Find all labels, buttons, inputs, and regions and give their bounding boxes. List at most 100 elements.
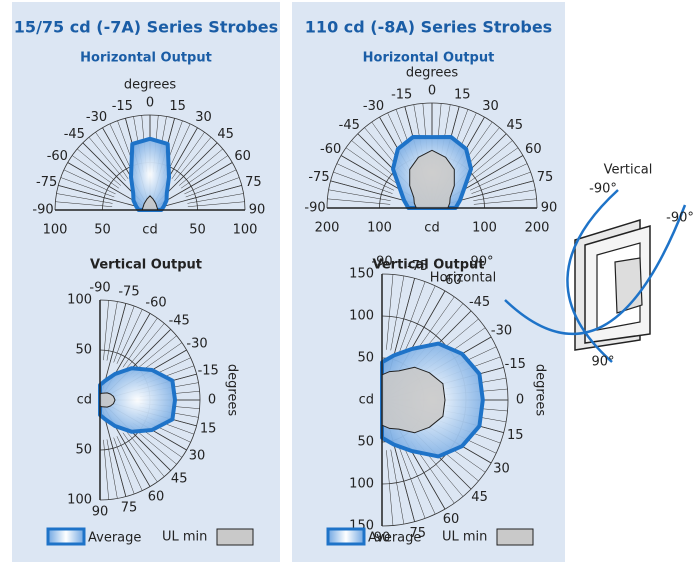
fine-spoke xyxy=(403,445,436,515)
angle-label: 90 xyxy=(92,505,109,520)
radial-label: 150 xyxy=(349,267,374,282)
angle-label: -30 xyxy=(491,324,512,339)
angle-label: 60 xyxy=(148,489,165,504)
angle-label: -60 xyxy=(320,142,341,157)
fine-spoke xyxy=(386,450,394,526)
legend-ul-min-swatch xyxy=(496,528,534,546)
unit-label: cd xyxy=(142,223,157,238)
panel-background xyxy=(292,2,565,562)
ul-min-shape xyxy=(409,149,455,209)
radial-label: 50 xyxy=(189,223,206,238)
angle-label: -45 xyxy=(169,313,190,328)
vertical-bottom-label: 90° xyxy=(591,355,614,370)
legend-average-swatch xyxy=(46,527,86,546)
angle-label: 60 xyxy=(234,149,251,164)
angle-label: 90 xyxy=(541,201,558,216)
panel-title: 15/75 cd (-7A) Series Strobes xyxy=(14,18,278,37)
ul-min-shape xyxy=(141,195,159,211)
unit-label: cd xyxy=(359,393,374,408)
angle-label: 45 xyxy=(171,472,188,487)
angle-label: 90 xyxy=(374,531,391,546)
radial-label: 200 xyxy=(525,221,550,236)
average-shape xyxy=(129,136,171,212)
horizontal-arc xyxy=(504,204,687,336)
angle-label: 60 xyxy=(443,512,460,527)
horizontal-left-label: 90° xyxy=(470,255,493,270)
angle-label: -30 xyxy=(186,337,207,352)
section-title: Vertical Output xyxy=(90,258,202,273)
legend-average-label: Average xyxy=(88,531,141,546)
angle-label: -15 xyxy=(505,357,526,372)
angle-label: -75 xyxy=(118,284,139,299)
angle-label: 30 xyxy=(189,449,206,464)
average-shape xyxy=(98,366,177,434)
axis-label: degrees xyxy=(406,66,459,81)
horizontal-right-label: -90° xyxy=(666,211,694,226)
angle-label: -90 xyxy=(371,255,392,270)
vertical-plot: -90 -75-60-45-30-150153045607590505010010… xyxy=(67,281,239,520)
unit-label: cd xyxy=(77,393,92,408)
legend-ul-min-label: UL min xyxy=(162,530,207,545)
radial-label: 100 xyxy=(67,493,92,508)
vertical-label: Vertical xyxy=(604,163,653,178)
angle-label: -90 xyxy=(32,203,53,218)
angle-label: 0 xyxy=(428,84,436,99)
unit-label: cd xyxy=(424,221,439,236)
angle-label: -60 xyxy=(440,273,461,288)
legend-average-label: Average xyxy=(368,531,421,546)
angle-label: 0 xyxy=(208,393,216,408)
angle-label: 0 xyxy=(516,393,524,408)
angle-label: 30 xyxy=(195,110,212,125)
angle-label: -75 xyxy=(36,175,57,190)
angle-label: 45 xyxy=(471,490,488,505)
fine-spoke xyxy=(390,275,405,351)
angle-label: 45 xyxy=(217,127,234,142)
angle-label: -60 xyxy=(47,149,68,164)
fine-spoke xyxy=(390,449,405,525)
angle-label: -45 xyxy=(64,127,85,142)
angle-label: -45 xyxy=(469,295,490,310)
angle-label: 15 xyxy=(454,87,471,102)
legend-ul-min-swatch xyxy=(216,528,254,546)
radial-label: 100 xyxy=(43,223,68,238)
fine-spoke xyxy=(399,447,426,519)
angle-label: 60 xyxy=(525,142,542,157)
panels: 15/75 cd (-7A) Series Strobes Horizontal … xyxy=(12,2,565,562)
angle-label: -30 xyxy=(363,99,384,114)
legend-ul-min-label: UL min xyxy=(442,530,487,545)
axis-label: degrees xyxy=(533,364,548,417)
angle-label: 30 xyxy=(493,462,510,477)
fine-spoke xyxy=(403,285,436,355)
radial-label: 100 xyxy=(67,293,92,308)
fine-spoke xyxy=(386,274,394,350)
radial-label: 50 xyxy=(75,443,92,458)
fine-spoke xyxy=(399,281,426,353)
section-title: Horizontal Output xyxy=(363,51,495,66)
angle-label: -60 xyxy=(145,296,166,311)
ul-min-shape xyxy=(381,366,446,434)
angle-label: 75 xyxy=(409,526,426,541)
angle-label: 15 xyxy=(507,428,524,443)
vertical-arc xyxy=(566,189,619,363)
axis-label: degrees xyxy=(225,364,240,417)
axis-label: degrees xyxy=(124,78,177,93)
angle-label: -75 xyxy=(407,259,428,274)
angle-label: 75 xyxy=(537,170,554,185)
ul-min-shape xyxy=(99,392,116,408)
angle-label: -15 xyxy=(112,99,133,114)
radial-label: 50 xyxy=(357,435,374,450)
radial-label: 100 xyxy=(472,221,497,236)
radial-label: 100 xyxy=(349,477,374,492)
angle-label: -90 xyxy=(304,201,325,216)
angle-label: 45 xyxy=(506,118,523,133)
angle-label: -75 xyxy=(308,170,329,185)
radial-label: 100 xyxy=(367,221,392,236)
angle-label: 15 xyxy=(200,421,217,436)
angle-label: 15 xyxy=(169,99,186,114)
angle-label: 0 xyxy=(146,96,154,111)
panel-title: 110 cd (-8A) Series Strobes xyxy=(305,18,552,37)
